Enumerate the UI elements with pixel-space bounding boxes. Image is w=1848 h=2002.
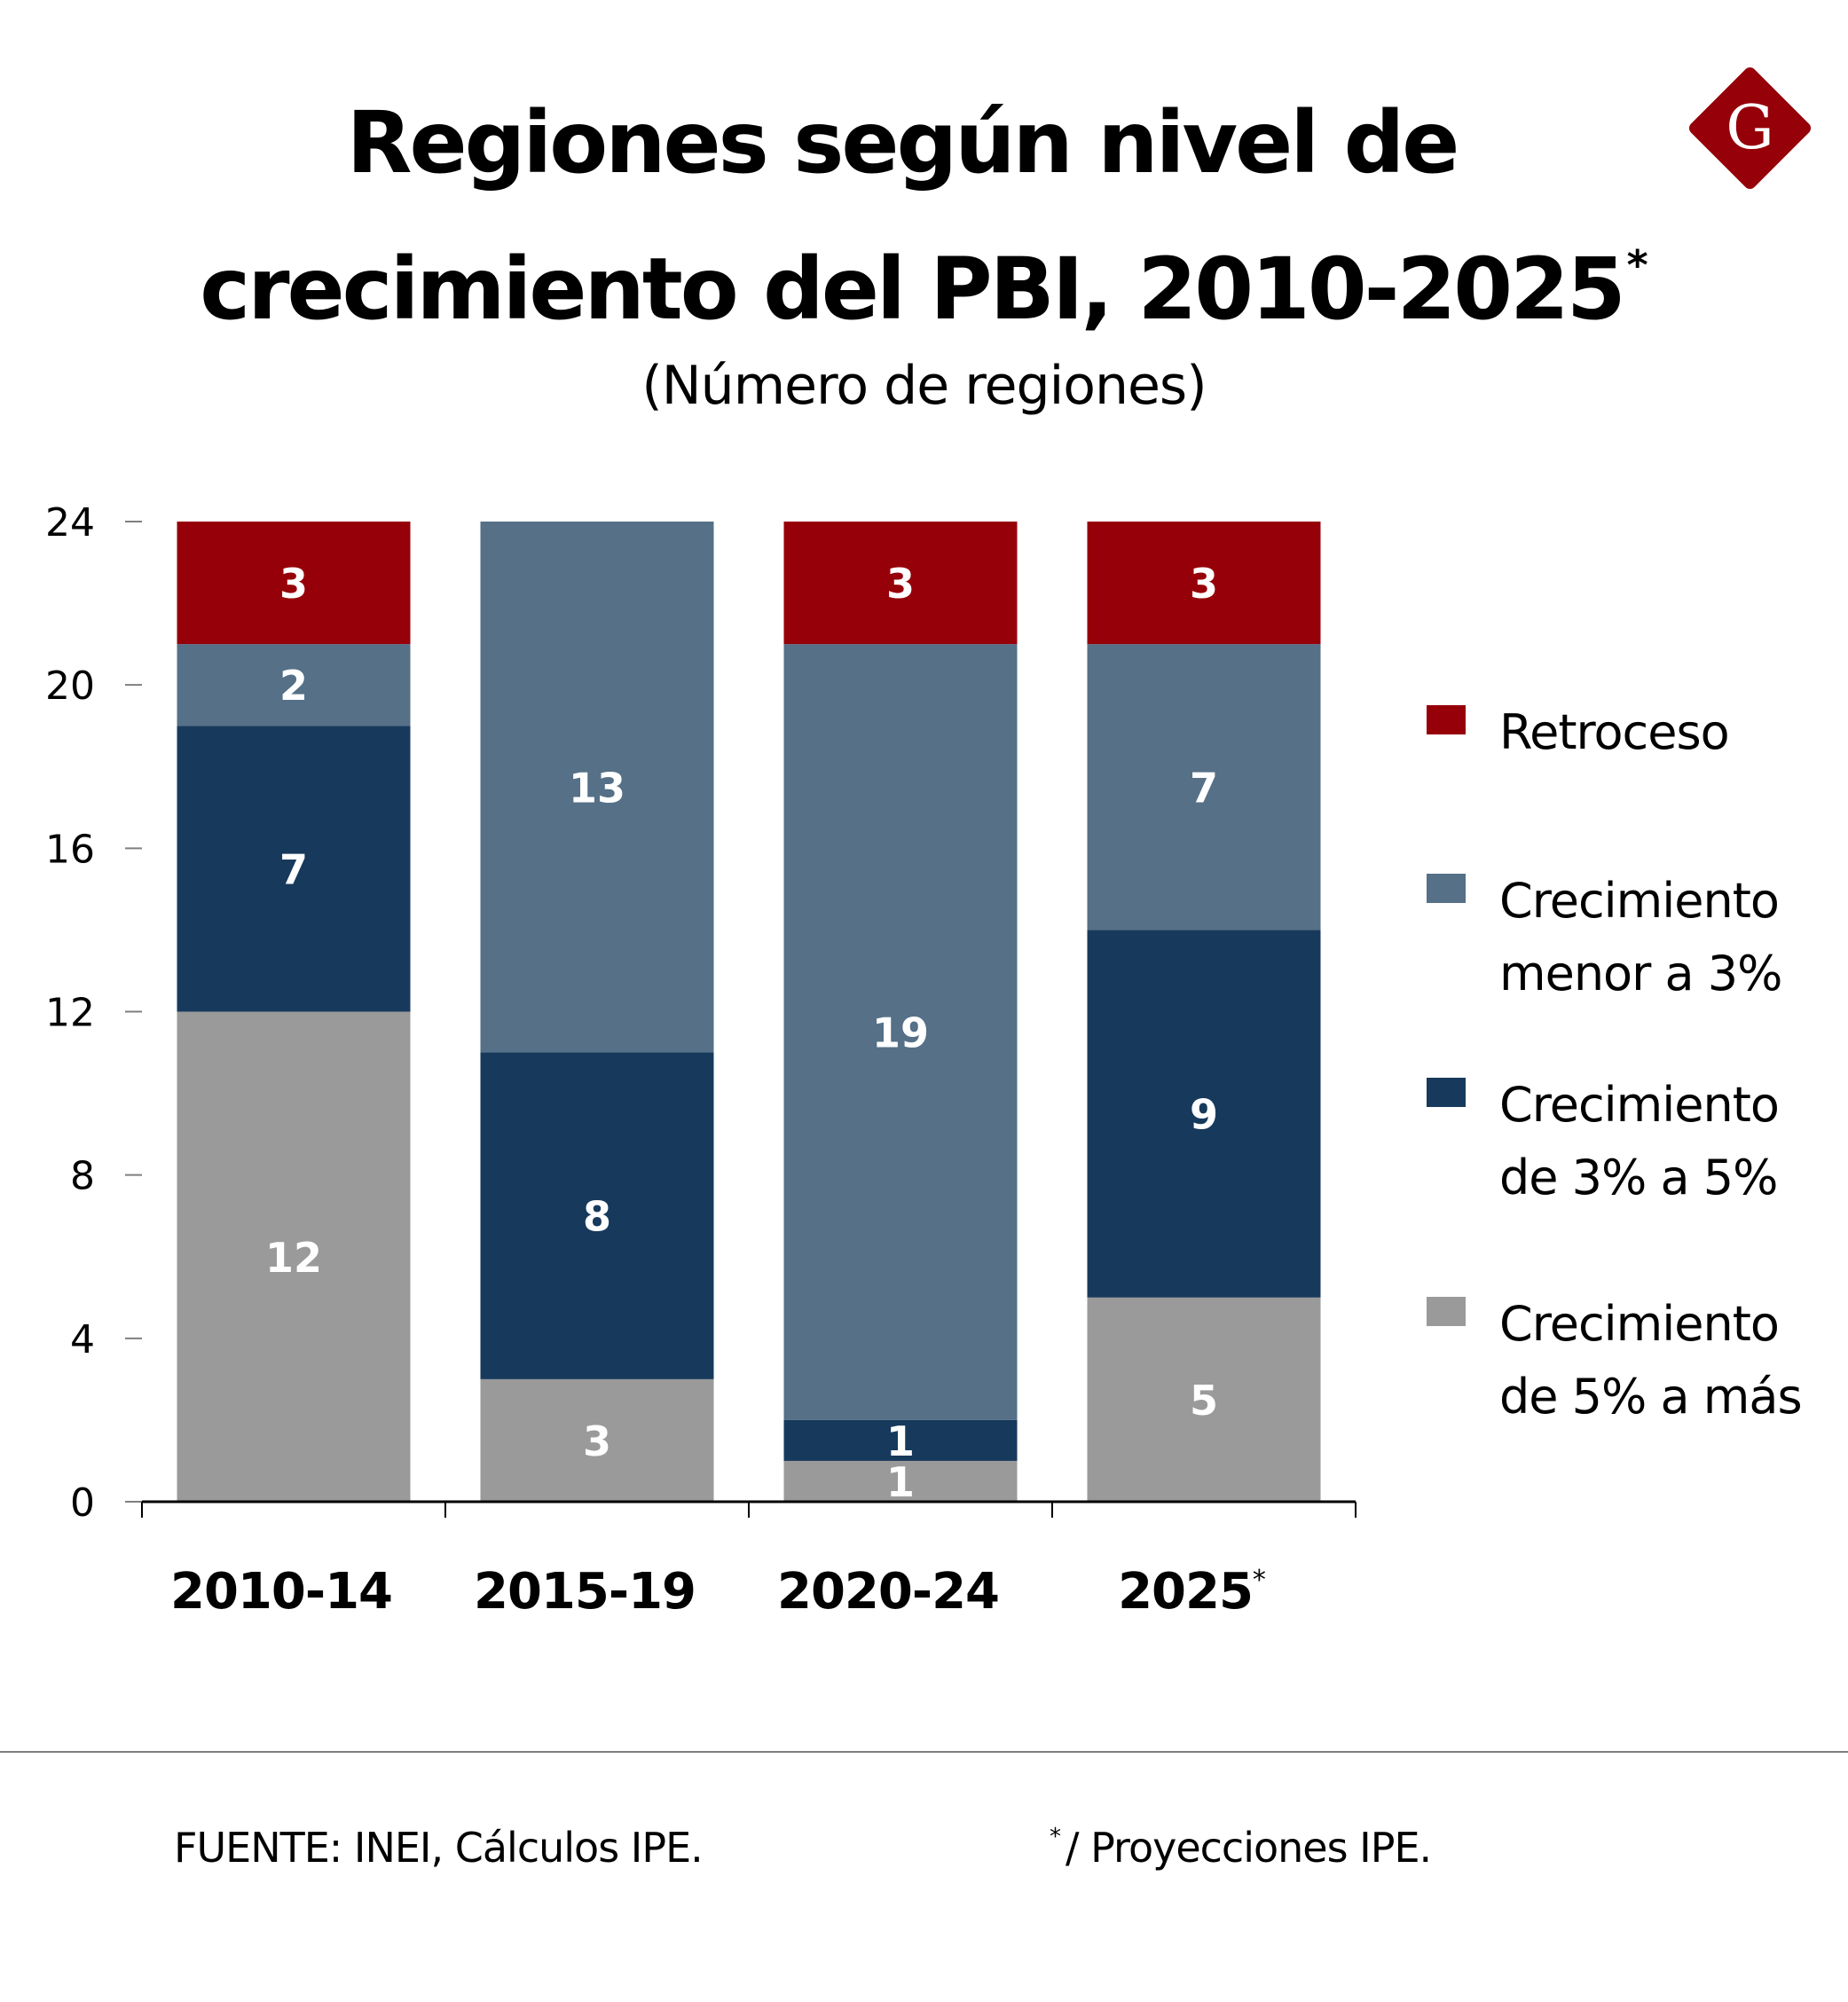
x-tick-label: 2025* xyxy=(1118,1563,1266,1621)
data-label-de_3_a_5: 9 xyxy=(1190,1091,1218,1139)
legend-label: Crecimiento de 3% a 5% xyxy=(1499,1077,1780,1205)
bar-segment-de_5_a_mas xyxy=(177,1011,411,1502)
logo-diamond xyxy=(1688,67,1812,190)
bar-segment-de_3_a_5 xyxy=(480,1052,714,1379)
title-line-2: crecimiento del PBI, 2010-2025* xyxy=(0,204,1848,350)
y-tick-label: 0 xyxy=(70,1480,95,1526)
footer-note: * / Proyecciones IPE. xyxy=(1050,1824,1432,1872)
x-tick-asterisk: * xyxy=(1253,1565,1266,1596)
title-asterisk: * xyxy=(1626,241,1648,289)
footer-source: FUENTE: INEI, Cálculos IPE. xyxy=(174,1824,704,1872)
bar-stack-2010-14: 12 7 2 3 xyxy=(177,522,411,1502)
data-label-menor_3: 19 xyxy=(872,1009,929,1057)
bar-segment-de_5_a_mas xyxy=(480,1378,714,1502)
chart-subtitle: (Número de regiones) xyxy=(641,355,1207,417)
y-tick-label: 8 xyxy=(70,1154,95,1199)
bar-segment-menor_3 xyxy=(480,522,714,1053)
y-tick-label: 16 xyxy=(45,827,95,872)
logo-g-icon: G xyxy=(1688,67,1812,190)
legend-label: Retroceso xyxy=(1499,704,1730,760)
x-tick-label: 2020-24 xyxy=(777,1563,999,1621)
bar-segment-de_3_a_5 xyxy=(177,726,411,1012)
bar-segment-retroceso xyxy=(177,522,411,645)
data-label-menor_3: 13 xyxy=(569,764,625,812)
y-tick-label: 20 xyxy=(45,663,95,709)
y-tick-label: 24 xyxy=(45,500,95,546)
legend-label: Crecimiento menor a 3% xyxy=(1499,873,1782,1001)
legend-swatch xyxy=(1427,1078,1466,1107)
chart-title: Regiones según nivel de crecimiento del … xyxy=(0,82,1848,350)
title-line-2-text: crecimiento del PBI, 2010-2025 xyxy=(200,239,1625,339)
footer-note-asterisk: * xyxy=(1050,1824,1061,1850)
x-tick-label: 2010-14 xyxy=(170,1563,392,1621)
data-label-menor_3: 7 xyxy=(1190,764,1218,812)
data-label-retroceso: 3 xyxy=(1190,560,1218,608)
data-label-de_3_a_5: 1 xyxy=(886,1417,915,1465)
legend-swatch xyxy=(1427,1297,1466,1326)
bar-segment-de_3_a_5 xyxy=(1087,930,1321,1298)
legend-swatch xyxy=(1427,874,1466,903)
footer-divider xyxy=(0,1751,1848,1753)
data-label-de_5_a_mas: 1 xyxy=(886,1458,915,1506)
y-axis: 0 4 8 12 16 20 24 xyxy=(45,500,142,1526)
legend-swatch xyxy=(1427,705,1466,734)
bar-segment-menor_3 xyxy=(1087,644,1321,930)
legend-label: Crecimiento de 5% a más xyxy=(1499,1296,1803,1425)
bars: 12 7 2 3 3 8 13 11 19 3 5 9 7 3 xyxy=(177,522,1321,1506)
bar-stack-2015-19: 3 8 13 xyxy=(480,522,714,1502)
bar-segment-menor_3 xyxy=(783,644,1018,1420)
y-tick-label: 4 xyxy=(70,1317,95,1362)
x-axis: 2010-14 2015-19 2020-24 2025* xyxy=(141,1500,1357,1621)
bar-segment-de_5_a_mas xyxy=(1087,1297,1321,1502)
data-label-menor_3: 2 xyxy=(279,662,308,710)
bar-segment-retroceso xyxy=(1087,522,1321,645)
data-label-de_3_a_5: 7 xyxy=(279,845,308,893)
bar-stack-2025: 5 9 7 3 xyxy=(1087,522,1321,1502)
x-tick-label: 2015-19 xyxy=(474,1563,696,1621)
bar-segment-retroceso xyxy=(783,522,1018,645)
data-label-de_5_a_mas: 12 xyxy=(265,1234,322,1282)
data-label-retroceso: 3 xyxy=(886,560,915,608)
data-label-retroceso: 3 xyxy=(279,560,308,608)
data-label-de_5_a_mas: 3 xyxy=(583,1417,611,1465)
title-line-1: Regiones según nivel de xyxy=(346,93,1460,192)
bar-segment-de_3_a_5 xyxy=(783,1419,1018,1461)
bar-segment-de_5_a_mas xyxy=(783,1460,1018,1502)
data-label-de_5_a_mas: 5 xyxy=(1190,1377,1218,1425)
data-label-de_3_a_5: 8 xyxy=(583,1193,611,1241)
y-tick-label: 12 xyxy=(45,991,95,1036)
bar-segment-menor_3 xyxy=(177,644,411,726)
bar-stack-2020-24: 11 19 3 xyxy=(783,522,1018,1506)
footer-note-text: / Proyecciones IPE. xyxy=(1066,1824,1432,1872)
logo-letter: G xyxy=(1726,93,1773,163)
